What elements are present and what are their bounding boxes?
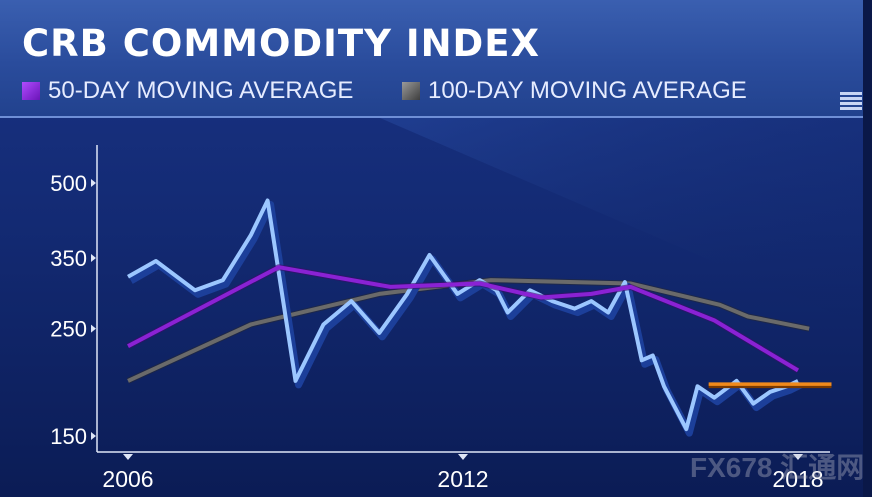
series-50-day-line [127,265,800,373]
chart-header: CRB COMMODITY INDEX 50-DAY MOVING AVERAG… [0,0,872,118]
decorative-bars-icon [840,92,862,112]
watermark: FX678 汇通网 [690,452,865,483]
y-tick-label: 250 [50,317,87,342]
chart-title: CRB COMMODITY INDEX [22,22,541,65]
x-tick-label: 2012 [437,466,488,492]
y-tick-label: 350 [50,246,87,271]
x-tick-mark [793,454,803,460]
legend-label-50-day: 50-DAY MOVING AVERAGE [48,77,354,104]
y-tick-mark [91,253,96,262]
x-tick-label: 2006 [102,466,153,492]
background-sweep [380,118,872,330]
x-tick-mark [458,454,468,460]
x-tick-mark [123,454,133,460]
series-index-line [127,198,799,432]
y-tick-label: 500 [50,171,87,196]
y-tick-mark [91,179,96,187]
right-edge-strip [863,0,872,497]
y-tick-mark [91,324,96,333]
legend-swatch-100-day [402,82,420,100]
y-tick-label: 150 [50,424,87,449]
legend-entry-100-day: 100-DAY MOVING AVERAGE [402,77,747,105]
legend-swatch-50-day [22,82,40,100]
legend-label-100-day: 100-DAY MOVING AVERAGE [428,77,747,104]
x-tick-label: 2018 [772,466,823,492]
y-tick-mark [91,432,96,440]
legend-entry-50-day: 50-DAY MOVING AVERAGE [22,77,353,105]
series-100-day-line [127,278,810,383]
